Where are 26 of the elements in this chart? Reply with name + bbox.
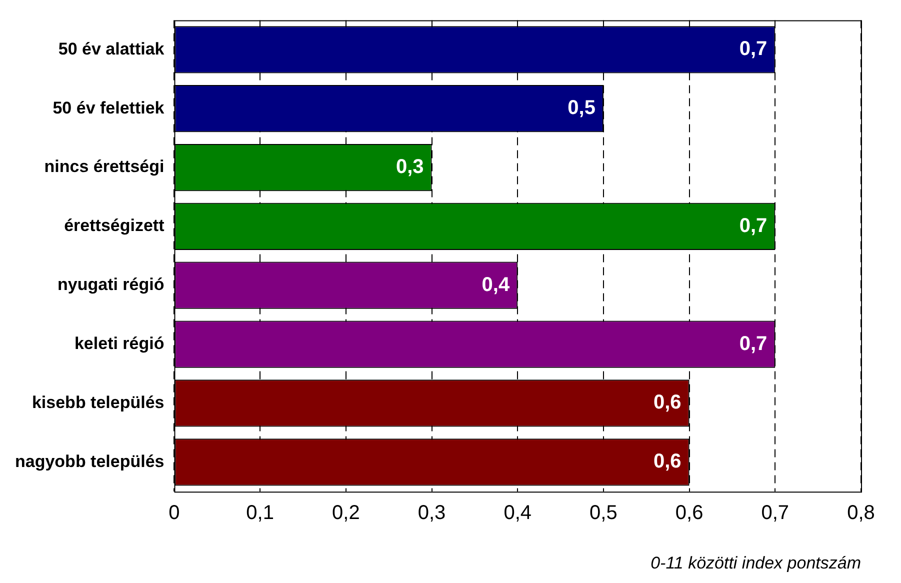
x-tick-label: 0 (168, 502, 180, 524)
x-tick-label: 0,1 (246, 502, 274, 524)
data-label: 0,7 (739, 332, 768, 355)
y-tick-label: érettségizett (64, 216, 165, 236)
y-tick-label: keleti régió (74, 334, 164, 353)
y-tick-label: nagyobb település (15, 452, 164, 471)
y-tick-label: 50 év felettiek (52, 98, 165, 118)
x-tick-label: 0,3 (418, 502, 446, 524)
y-tick-label: kisebb település (32, 392, 164, 412)
data-label: 0,7 (739, 214, 768, 237)
y-tick-label: nincs érettségi (44, 157, 164, 176)
x-tick-label: 0,4 (504, 502, 532, 524)
x-tick-label: 0,7 (761, 502, 790, 524)
x-tick-label: 0,8 (847, 502, 875, 524)
x-axis-title: 0-11 közötti index pontszám (650, 554, 861, 573)
data-label: 0,4 (482, 274, 510, 296)
data-label: 0,6 (654, 392, 682, 414)
y-tick-label: nyugati régió (58, 275, 164, 294)
data-label: 0,3 (396, 156, 424, 178)
data-label: 0,6 (654, 450, 682, 473)
data-label: 0,5 (568, 97, 596, 120)
x-tick-label: 0,6 (675, 502, 704, 524)
x-tick-label: 0,5 (590, 502, 618, 524)
y-tick-label: 50 év alattiak (58, 39, 165, 58)
x-tick-label: 0,2 (332, 502, 360, 524)
data-label: 0,7 (739, 38, 768, 60)
